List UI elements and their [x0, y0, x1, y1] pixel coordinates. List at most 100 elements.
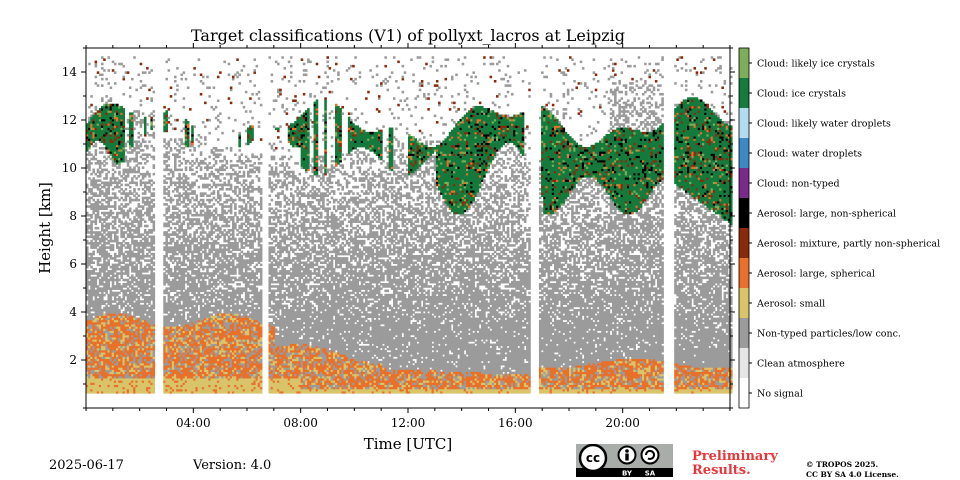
heatmap-cell	[150, 69, 153, 72]
heatmap-cell	[153, 173, 156, 176]
heatmap-cell	[116, 229, 119, 232]
heatmap-cell	[95, 143, 98, 146]
heatmap-cell	[107, 82, 110, 85]
heatmap-cell	[103, 58, 106, 61]
heatmap-cell	[153, 272, 156, 275]
heatmap-cell	[153, 91, 156, 94]
heatmap-cell	[112, 212, 115, 215]
heatmap-cell	[153, 287, 156, 290]
heatmap-cell	[125, 156, 128, 159]
heatmap-cell	[92, 251, 95, 254]
heatmap-cell	[140, 63, 143, 66]
heatmap-cell	[193, 125, 196, 128]
heatmap-cell	[140, 134, 143, 137]
heatmap-cell	[185, 166, 188, 169]
heatmap-cell	[107, 171, 110, 174]
heatmap-cell	[95, 76, 98, 79]
heatmap-cell	[170, 268, 173, 271]
heatmap-cell	[174, 76, 177, 79]
heatmap-cell	[170, 227, 173, 230]
heatmap-cell	[140, 261, 143, 264]
heatmap-cell	[183, 151, 186, 154]
heatmap-cell	[105, 162, 108, 165]
heatmap-cell	[178, 156, 181, 159]
heatmap-cell	[189, 149, 192, 152]
heatmap-cell	[110, 97, 113, 100]
heatmap-cell	[112, 244, 115, 247]
heatmap-cell	[189, 108, 192, 111]
heatmap-cell	[127, 71, 130, 74]
heatmap-cell	[150, 97, 153, 100]
heatmap-cell	[189, 210, 192, 213]
heatmap-cell	[153, 253, 156, 256]
heatmap-cell	[153, 268, 156, 271]
heatmap-cell	[153, 188, 156, 191]
heatmap-cell	[138, 166, 141, 169]
heatmap-cell	[95, 106, 98, 109]
heatmap-cell	[146, 225, 149, 228]
heatmap-cell	[176, 89, 179, 92]
heatmap-cell	[174, 93, 177, 96]
heatmap-cell	[153, 311, 156, 314]
heatmap-cell	[153, 156, 156, 159]
heatmap-cell	[146, 145, 149, 148]
heatmap-cell	[144, 220, 147, 223]
heatmap-cell	[105, 78, 108, 81]
heatmap-cell	[183, 106, 186, 109]
heatmap-cell	[153, 182, 156, 185]
heatmap-cell	[148, 140, 151, 143]
heatmap-cell	[170, 147, 173, 150]
heatmap-cell	[107, 69, 110, 72]
heatmap-cell	[170, 115, 173, 118]
heatmap-cell	[140, 104, 143, 107]
heatmap-cell	[88, 63, 91, 66]
heatmap-cell	[122, 93, 125, 96]
heatmap-cell	[191, 169, 194, 172]
heatmap-cell	[97, 227, 100, 230]
heatmap-cell	[129, 186, 132, 189]
heatmap-cell	[133, 56, 136, 59]
heatmap-cell	[176, 67, 179, 70]
heatmap-cell	[116, 236, 119, 239]
heatmap-cell	[172, 238, 175, 241]
heatmap-cell	[138, 199, 141, 202]
heatmap-cell	[153, 115, 156, 118]
heatmap-cell	[142, 166, 145, 169]
heatmap-cell	[168, 156, 171, 159]
heatmap-cell	[168, 190, 171, 193]
heatmap-cell	[153, 147, 156, 150]
heatmap-cell	[163, 296, 166, 299]
heatmap-cell	[135, 182, 138, 185]
heatmap-cell	[153, 236, 156, 239]
heatmap-cell	[170, 138, 173, 141]
heatmap-cell	[122, 65, 125, 68]
heatmap-cell	[174, 128, 177, 131]
heatmap-cell	[180, 78, 183, 81]
heatmap-cell	[138, 188, 141, 191]
heatmap-cell	[174, 99, 177, 102]
heatmap-cell	[110, 86, 113, 89]
heatmap-cell	[135, 89, 138, 92]
plot-area	[86, 48, 733, 408]
heatmap-cell	[193, 67, 196, 70]
heatmap-cell	[153, 110, 156, 113]
heatmap-cell	[101, 97, 104, 100]
heatmap-cell	[90, 95, 93, 98]
heatmap-cell	[122, 108, 125, 111]
heatmap-cell	[170, 95, 173, 98]
heatmap-cell	[168, 69, 171, 72]
heatmap-cell	[105, 95, 108, 98]
heatmap-cell	[153, 119, 156, 122]
heatmap-cell	[193, 190, 196, 193]
heatmap-cell	[129, 86, 132, 89]
heatmap-cell	[180, 138, 183, 141]
heatmap-cell	[140, 80, 143, 83]
heatmap-cell	[163, 106, 166, 109]
heatmap-cell	[107, 56, 110, 59]
heatmap-cell	[187, 177, 190, 180]
heatmap-cell	[146, 123, 149, 126]
heatmap-cell	[174, 80, 177, 83]
heatmap-cell	[146, 67, 149, 70]
heatmap-cell	[193, 147, 196, 150]
